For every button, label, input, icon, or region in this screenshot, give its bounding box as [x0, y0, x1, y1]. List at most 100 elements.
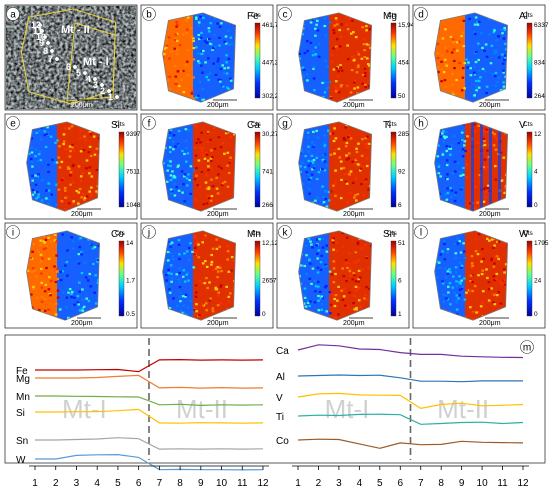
map-speckle — [83, 198, 86, 201]
map-speckle — [504, 56, 507, 59]
map-speckle — [170, 280, 173, 283]
map-speckle — [206, 140, 210, 144]
map-speckle — [224, 35, 228, 38]
map-speckle — [308, 304, 311, 308]
map-speckle — [205, 309, 208, 312]
map-speckle — [349, 170, 353, 173]
map-speckle — [454, 242, 457, 245]
map-speckle — [366, 135, 369, 138]
map-speckle — [178, 43, 182, 47]
map-speckle — [477, 20, 481, 23]
colorbar-title: Cts — [251, 12, 262, 19]
map-speckle — [216, 173, 220, 176]
map-speckle — [452, 48, 456, 51]
map-speckle — [164, 41, 167, 44]
map-speckle — [364, 86, 367, 89]
element-label: W — [519, 229, 529, 240]
map-speckle — [503, 279, 506, 282]
map-speckle — [504, 263, 508, 266]
map-speckle — [437, 144, 440, 147]
map-speckle — [364, 293, 368, 297]
map-speckle — [62, 133, 66, 136]
map-speckle — [197, 52, 201, 55]
map-speckle — [494, 71, 498, 75]
map-speckle — [177, 164, 180, 167]
map-speckle — [201, 262, 205, 265]
map-speckle — [316, 196, 319, 199]
colorbar — [526, 240, 533, 317]
map-speckle — [194, 284, 198, 287]
x-tick-label: 6 — [397, 478, 403, 489]
map-speckle — [494, 165, 497, 168]
map-speckle — [216, 276, 219, 279]
map-speckle — [458, 280, 461, 284]
map-speckle — [43, 297, 47, 300]
map-speckle — [193, 253, 197, 256]
scale-label: 200μm — [207, 211, 229, 218]
map-speckle — [227, 43, 230, 46]
map-speckle — [308, 262, 312, 265]
spot-label: 11 — [33, 26, 43, 36]
map-speckle — [322, 153, 325, 157]
map-speckle — [461, 148, 465, 151]
map-speckle — [339, 64, 342, 67]
x-tick-label: 11 — [497, 478, 508, 489]
map-speckle — [340, 23, 344, 26]
map-speckle — [232, 259, 235, 262]
map-speckle — [176, 70, 180, 73]
map-speckle — [202, 16, 205, 19]
colorbar — [254, 22, 261, 99]
map-speckle — [165, 259, 168, 262]
map-speckle — [79, 180, 83, 183]
map-speckle — [499, 89, 503, 92]
map-speckle — [315, 129, 318, 132]
map-speckle — [310, 282, 313, 285]
map-speckle — [450, 51, 454, 54]
map-speckle — [440, 60, 443, 63]
map-speckle — [73, 296, 76, 299]
colorbar — [254, 240, 261, 317]
map-speckle — [312, 130, 315, 133]
map-speckle — [26, 269, 30, 272]
x-tick-label: 4 — [94, 478, 100, 489]
map-speckle — [70, 125, 74, 128]
map-speckle — [493, 136, 497, 139]
map-speckle — [478, 69, 481, 72]
map-speckle — [487, 17, 491, 21]
map-speckle — [51, 158, 54, 161]
map-speckle — [229, 77, 232, 80]
map-speckle — [175, 80, 178, 83]
map-speckle — [363, 143, 367, 146]
map-speckle — [336, 75, 340, 78]
map-speckle — [43, 309, 47, 312]
series-label-si: Si — [16, 408, 25, 419]
map-speckle — [169, 252, 173, 255]
map-speckle — [455, 285, 458, 288]
map-speckle — [323, 134, 326, 137]
map-speckle — [31, 165, 34, 168]
map-speckle — [39, 159, 43, 162]
map-speckle — [170, 277, 174, 280]
map-speckle — [193, 236, 196, 239]
map-speckle — [54, 233, 57, 236]
map-speckle — [207, 186, 211, 189]
map-speckle — [348, 134, 351, 137]
map-speckle — [337, 313, 340, 316]
map-speckle — [176, 165, 180, 168]
map-speckle — [457, 297, 460, 300]
map-speckle — [207, 187, 211, 190]
map-speckle — [445, 135, 448, 138]
map-speckle — [336, 299, 339, 302]
series-label-co: Co — [276, 436, 289, 447]
panel-letter: i — [12, 228, 14, 239]
map-speckle — [45, 189, 48, 192]
map-speckle — [493, 133, 496, 136]
map-speckle — [348, 171, 351, 174]
map-speckle — [476, 253, 480, 256]
map-speckle — [449, 147, 453, 150]
map-speckle — [307, 159, 311, 162]
map-speckle — [64, 127, 67, 130]
map-speckle — [323, 81, 327, 84]
